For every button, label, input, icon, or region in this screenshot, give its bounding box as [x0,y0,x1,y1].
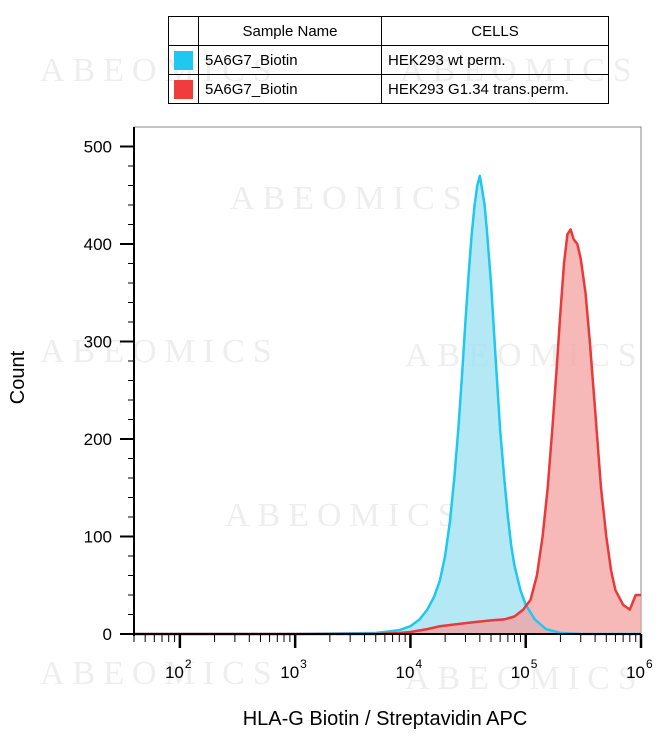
legend-table: Sample Name CELLS 5A6G7_Biotin HEK293 wt… [168,16,609,104]
watermark: ABEOMICS [230,180,470,217]
x-tick-label: 10 [280,663,299,682]
legend-sample-name: 5A6G7_Biotin [198,74,382,104]
y-tick-label: 400 [84,235,112,254]
x-tick-exponent: 3 [300,657,307,671]
watermark: ABEOMICS [40,333,280,370]
y-tick-label: 100 [84,528,112,547]
series-line-1 [134,228,641,636]
legend-swatch-red [174,79,193,99]
x-tick-exponent: 4 [415,657,422,671]
x-tick-exponent: 2 [185,657,192,671]
y-tick-label: 500 [84,138,112,157]
legend-cells: HEK293 G1.34 trans.perm. [381,74,609,104]
watermark: ABEOMICS [405,337,645,374]
y-tick-label: 0 [103,625,112,644]
x-tick-label: 10 [511,663,530,682]
y-tick-label: 200 [84,430,112,449]
legend-swatch-cyan [174,50,193,70]
y-axis-label: Count [7,350,30,405]
legend-row: 5A6G7_Biotin HEK293 wt perm. [168,45,609,75]
x-tick-exponent: 6 [646,657,653,671]
x-tick-label: 10 [396,663,415,682]
legend-cells: HEK293 wt perm. [381,45,609,75]
x-axis-label: HLA-G Biotin / Streptavidin APC [242,708,528,730]
watermark: ABEOMICS [40,655,280,692]
legend-row: 5A6G7_Biotin HEK293 G1.34 trans.perm. [168,74,609,104]
series-fill-1 [134,229,641,634]
y-tick-label: 300 [84,333,112,352]
x-tick-label: 10 [626,663,645,682]
series-line-0 [134,174,641,636]
x-tick-exponent: 5 [531,657,538,671]
watermark: ABEOMICS [405,660,645,697]
legend-header-row: Sample Name CELLS [168,16,609,46]
legend-header-cells: CELLS [381,16,609,46]
x-tick-label: 10 [165,663,184,682]
watermark: ABEOMICS [225,497,465,534]
